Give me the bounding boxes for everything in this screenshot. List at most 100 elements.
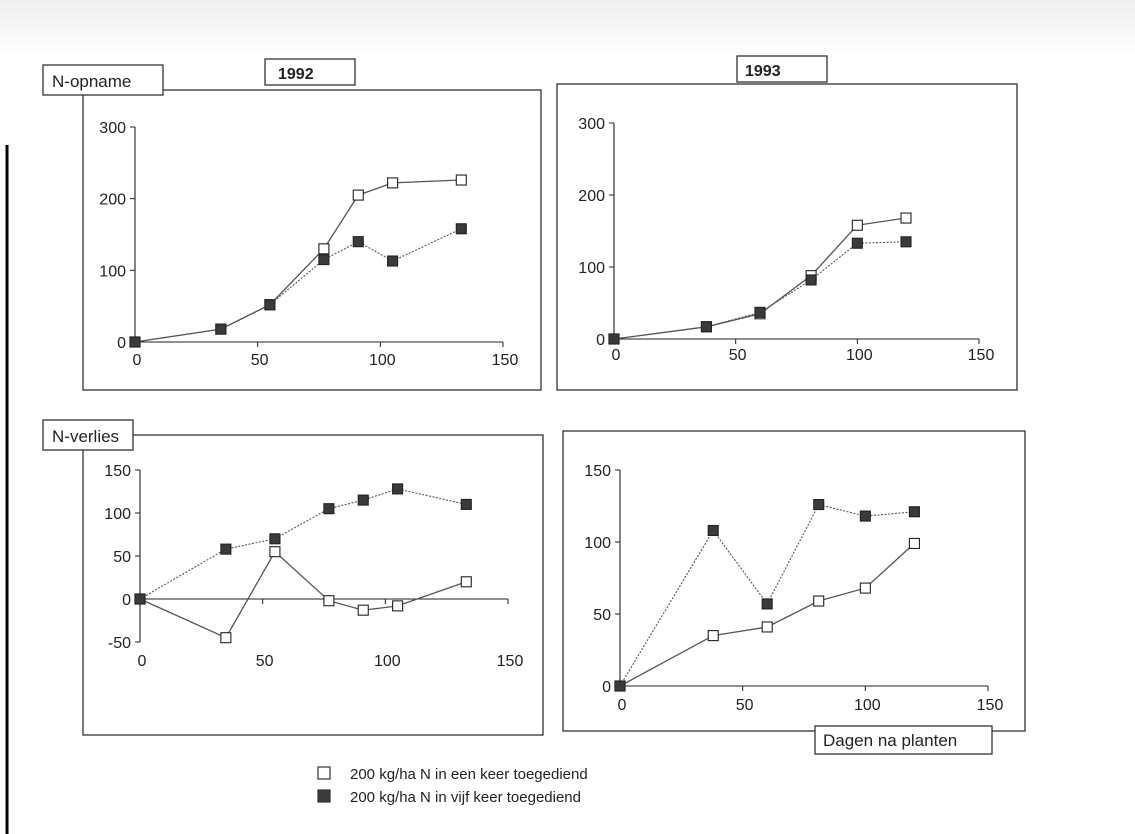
chart-panel-3: -50 0 50 100 150 0 50 100 150 [104, 463, 523, 670]
data-point-single [318, 243, 330, 255]
panel-frame-1993-loss [562, 430, 1026, 732]
data-point-split [460, 498, 472, 510]
y-tick-label: 100 [99, 263, 126, 280]
year-1993-box [736, 55, 828, 83]
y-tick-label: 0 [602, 679, 611, 696]
y-tick-label: 50 [593, 607, 611, 624]
y-tick-label: 100 [584, 535, 611, 552]
data-point-split [129, 336, 141, 348]
x-tick-label: 50 [251, 352, 269, 369]
x-tick-label: 150 [497, 653, 524, 670]
series-line-split [139, 488, 467, 600]
data-point-split [357, 494, 369, 506]
data-point-split [352, 236, 364, 248]
data-point-split [813, 499, 825, 511]
data-point-split [392, 483, 404, 495]
data-point-split [608, 333, 620, 345]
data-point-single [851, 219, 863, 231]
data-point-split [614, 680, 626, 692]
series-line-single [134, 179, 462, 343]
data-point-split [754, 306, 766, 318]
scan-shade [0, 0, 1135, 60]
legend-filled-square [317, 789, 331, 803]
y-tick-label: 50 [113, 549, 131, 566]
loss-label: N-verlies [52, 427, 119, 446]
y-tick-label: 200 [99, 192, 126, 209]
y-tick-label: 200 [578, 188, 605, 205]
data-point-split [805, 274, 817, 286]
data-point-single [900, 212, 912, 224]
series-line-split [613, 241, 907, 340]
uptake-label-box [42, 64, 164, 96]
legend-item-split: 200 kg/ha N in vijf keer toegediend [350, 789, 581, 806]
data-point-split [859, 510, 871, 522]
x-tick-label: 100 [846, 347, 873, 364]
data-point-single [269, 546, 281, 558]
legend-open-square [317, 766, 331, 780]
data-point-single [859, 582, 871, 594]
data-point-single [357, 604, 369, 616]
x-tick-label: 50 [736, 697, 754, 714]
data-point-split [220, 543, 232, 555]
data-point-single [707, 630, 719, 642]
x-tick-label: 100 [374, 653, 401, 670]
series-line-split [619, 503, 915, 687]
uptake-label: N-opname [52, 72, 131, 91]
x-tick-label: 150 [492, 352, 519, 369]
y-tick-label: 0 [122, 592, 131, 609]
y-tick-label: 0 [596, 332, 605, 349]
data-point-single [908, 537, 920, 549]
year-1993-label: 1993 [745, 63, 781, 80]
y-tick-label: 150 [584, 463, 611, 480]
y-tick-label: 150 [104, 463, 131, 480]
data-point-split [761, 598, 773, 610]
chart-panel-1: 0 100 200 300 0 50 100 150 [99, 120, 518, 369]
year-1992-label: 1992 [278, 66, 314, 83]
xlabel-box [814, 725, 993, 755]
x-tick-label: 100 [369, 352, 396, 369]
data-point-split [707, 524, 719, 537]
x-tick-label: 50 [729, 347, 747, 364]
x-tick-label: 150 [968, 347, 995, 364]
data-point-split [851, 237, 863, 249]
data-point-split [318, 254, 330, 266]
data-point-single [460, 576, 472, 588]
x-axis-label: Dagen na planten [823, 731, 957, 750]
x-tick-label: 0 [612, 347, 621, 364]
panel-frame-1992-loss [82, 434, 544, 736]
chart-panel-4: 0 50 100 150 0 50 100 150 [584, 463, 1003, 714]
data-point-single [220, 632, 232, 644]
x-tick-label: 0 [618, 697, 627, 714]
data-point-split [323, 503, 335, 515]
y-tick-label: -50 [108, 635, 131, 652]
data-point-split [908, 506, 920, 518]
data-point-split [134, 593, 146, 605]
x-tick-label: 150 [977, 697, 1004, 714]
y-tick-label: 0 [117, 335, 126, 352]
data-point-single [352, 189, 364, 201]
y-tick-label: 300 [99, 120, 126, 137]
panel-frame-1992-uptake [82, 89, 542, 391]
data-point-single [761, 621, 773, 633]
legend-item-single: 200 kg/ha N in een keer toegediend [350, 766, 588, 783]
y-tick-label: 100 [578, 260, 605, 277]
x-tick-label: 100 [854, 697, 881, 714]
data-point-single [813, 595, 825, 607]
plots-layer: 0 100 200 300 0 50 100 150 0 100 200 300 0 50 100 150 -5… [99, 116, 1003, 714]
data-point-single [455, 174, 467, 186]
data-point-split [700, 321, 713, 333]
data-point-split [269, 533, 281, 545]
y-tick-label: 100 [104, 506, 131, 523]
x-tick-label: 0 [133, 352, 142, 369]
chart-panel-2: 0 100 200 300 0 50 100 150 [578, 116, 994, 364]
data-point-single [392, 600, 404, 612]
series-line-single [613, 217, 907, 340]
data-point-split [215, 323, 227, 335]
year-1992-box [264, 58, 356, 86]
y-tick-label: 300 [578, 116, 605, 133]
data-point-split [264, 299, 276, 311]
panel-frame-1993-uptake [556, 83, 1018, 391]
x-tick-label: 50 [256, 653, 274, 670]
series-line-single [619, 542, 915, 687]
